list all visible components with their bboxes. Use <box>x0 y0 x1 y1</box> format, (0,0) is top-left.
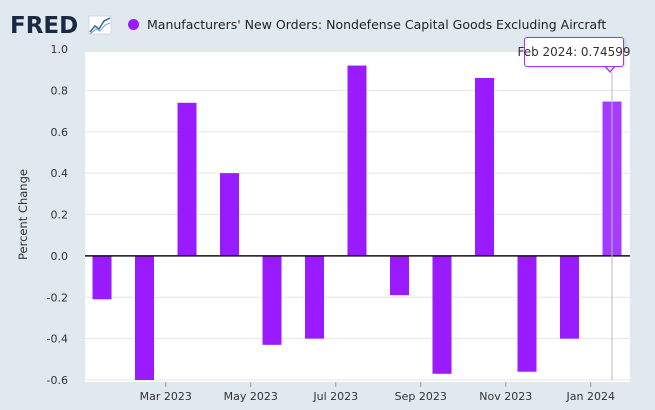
legend: Manufacturers' New Orders: Nondefense Ca… <box>128 14 606 34</box>
tooltip: Feb 2024: 0.74599 <box>517 37 631 67</box>
bar-may-2023[interactable] <box>220 173 239 256</box>
bar-sep-2023[interactable] <box>390 255 409 296</box>
bar-jul-2023[interactable] <box>305 255 324 339</box>
x-tick-label: May 2023 <box>224 390 278 403</box>
y-axis-label: Percent Change <box>16 169 30 260</box>
bar-dec-2023[interactable] <box>517 255 537 372</box>
x-tick-label: Jul 2023 <box>312 390 358 403</box>
x-axis-ticks: Mar 2023 May 2023 Jul 2023 Sep 2023 Nov 2023… <box>140 382 615 403</box>
x-tick-label: Nov 2023 <box>479 390 532 403</box>
tooltip-separator: : <box>573 45 581 59</box>
y-tick-label: 1.0 <box>51 43 69 56</box>
bars[interactable] <box>92 65 622 380</box>
bar-nov-2023[interactable] <box>475 77 494 256</box>
x-tick-label: Sep 2023 <box>395 390 447 403</box>
fred-logo-text: FRED <box>10 13 78 39</box>
y-tick-label: -0.2 <box>47 291 68 304</box>
x-tick-label: Mar 2023 <box>140 390 192 403</box>
x-tick-label: Jan 2024 <box>566 390 615 403</box>
tooltip-value: 0.74599 <box>580 45 631 59</box>
y-axis-ticks: 1.0 0.8 0.6 0.4 0.2 0.0 -0.2 -0.4 -0.6 <box>47 43 68 387</box>
y-tick-label: -0.4 <box>47 333 68 346</box>
bar-jan-2024[interactable] <box>560 255 579 339</box>
y-tick-label: 0.0 <box>51 250 69 263</box>
bar-jun-2023[interactable] <box>262 255 282 345</box>
y-tick-label: 0.6 <box>51 126 69 139</box>
y-tick-label: -0.6 <box>47 374 68 387</box>
tooltip-date: Feb 2024 <box>517 45 574 59</box>
bar-feb-2023[interactable] <box>92 255 112 300</box>
legend-series-label: Manufacturers' New Orders: Nondefense Ca… <box>147 16 607 32</box>
bar-oct-2023[interactable] <box>432 255 452 374</box>
y-tick-label: 0.8 <box>51 84 69 97</box>
legend-series-dot <box>128 18 139 30</box>
bar-aug-2023[interactable] <box>347 65 367 256</box>
fred-logo: FRED <box>10 13 112 39</box>
tooltip-pointer-fill <box>605 65 615 71</box>
y-tick-label: 0.4 <box>51 167 69 180</box>
bar-apr-2023[interactable] <box>177 102 197 256</box>
y-tick-label: 0.2 <box>51 209 69 222</box>
line-chart-icon <box>88 15 112 35</box>
bar-mar-2023[interactable] <box>135 255 154 380</box>
